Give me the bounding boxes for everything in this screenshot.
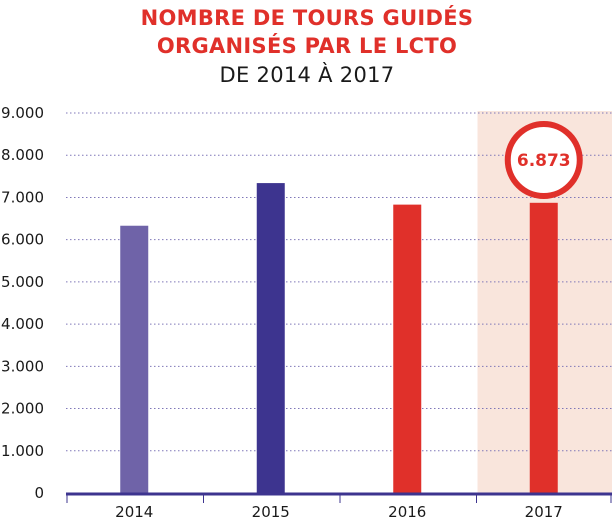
y-tick-label: 7.000 xyxy=(1,188,44,206)
x-tick-label: 2016 xyxy=(388,503,426,520)
data-label-annotation: 6.873 xyxy=(517,151,571,171)
x-tick-label: 2014 xyxy=(115,503,153,520)
bar-2014 xyxy=(120,225,149,493)
y-tick-label: 0 xyxy=(34,484,44,502)
x-tick-label: 2017 xyxy=(525,503,563,520)
y-tick-label: 1.000 xyxy=(1,442,44,460)
y-tick-label: 5.000 xyxy=(1,273,44,291)
x-tick-label: 2015 xyxy=(252,503,290,520)
y-tick-label: 9.000 xyxy=(1,104,44,122)
bar-2015 xyxy=(256,183,285,494)
chart-title-line-2: ORGANISÉS PAR LE LCTO xyxy=(156,34,458,58)
y-tick-label: 3.000 xyxy=(1,357,44,375)
y-tick-label: 8.000 xyxy=(1,146,44,164)
chart-title-line-1: NOMBRE DE TOURS GUIDÉS xyxy=(140,6,474,30)
chart-subtitle: DE 2014 À 2017 xyxy=(219,63,395,87)
y-tick-label: 4.000 xyxy=(1,315,44,333)
annotation-circle xyxy=(504,121,583,199)
y-tick-label: 2.000 xyxy=(1,400,44,418)
bar-2016 xyxy=(393,204,422,493)
bar-2017 xyxy=(529,202,558,493)
y-tick-label: 6.000 xyxy=(1,231,44,249)
